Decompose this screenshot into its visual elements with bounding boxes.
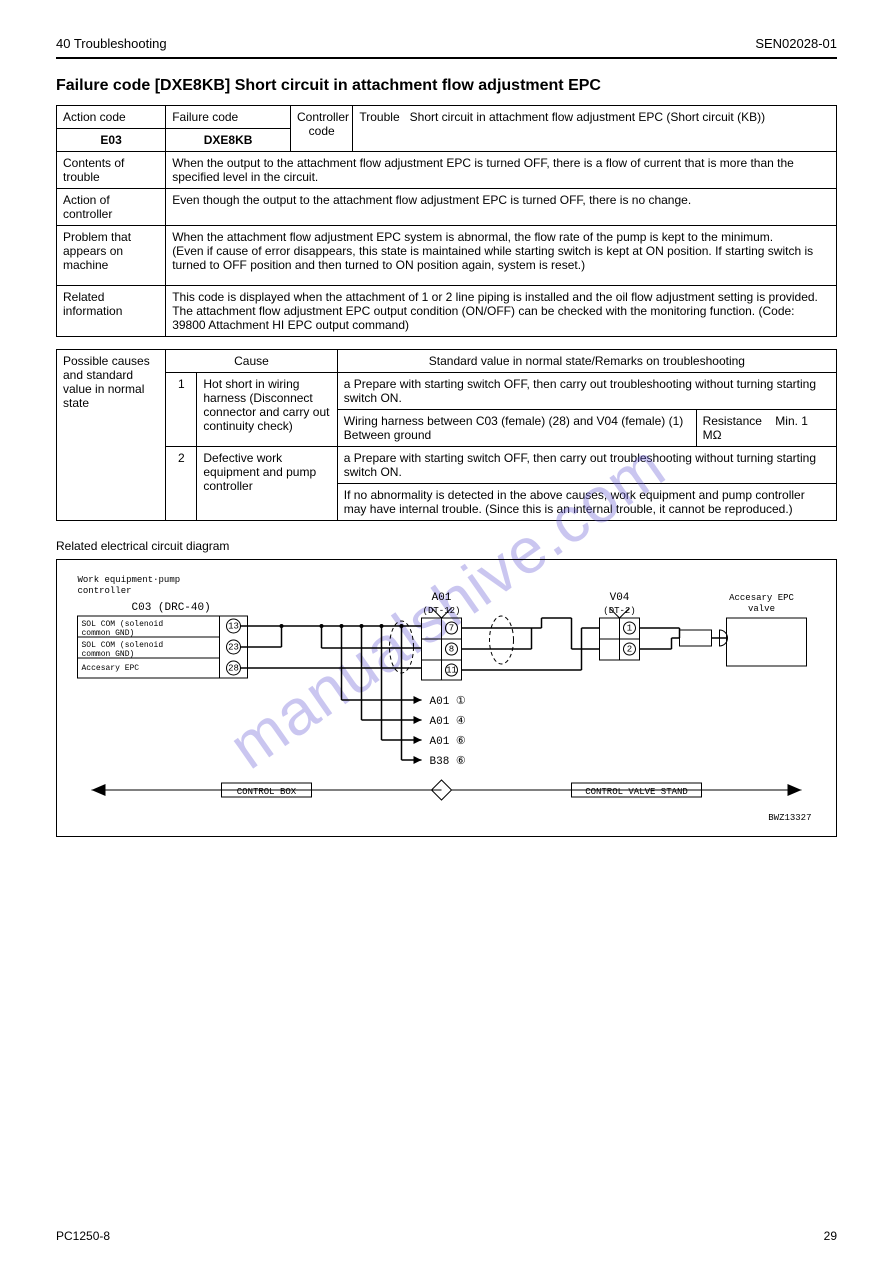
header-rule: [56, 57, 837, 59]
diagram-label: Related electrical circuit diagram: [56, 539, 837, 553]
cell-cause1-num: 1: [166, 373, 197, 447]
c03-label: C03 (DRC-40): [132, 602, 211, 614]
section-right: SEN02028-01: [755, 36, 837, 51]
cell-cause2-text: If no abnormality is detected in the abo…: [337, 484, 836, 521]
trouble-value: Short circuit in attachment flow adjustm…: [410, 110, 765, 124]
cell-cause-head: Cause: [166, 350, 338, 373]
cell-cause1-label: Hot short in wiring harness (Disconnect …: [197, 373, 337, 447]
sol2b: common GND): [82, 650, 135, 659]
acc-epc: Accesary EPC: [82, 664, 140, 673]
sol2a: SOL COM (solenoid: [82, 641, 164, 650]
cell-contents-label: Contents of trouble: [57, 152, 166, 189]
branch3: A01 ⑥: [430, 735, 466, 748]
footer: PC1250-8 29: [56, 1229, 837, 1243]
cell-value-head: Standard value in normal state/Remarks o…: [337, 350, 836, 373]
table-row: Action code Failure code Controller code…: [57, 106, 837, 129]
cell-action-label: Action of controller: [57, 189, 166, 226]
table-row: Contents of trouble When the output to t…: [57, 152, 837, 189]
p13: 13: [228, 621, 239, 631]
cell-action-code-label: Action code: [57, 106, 166, 129]
between-text-b: Between ground: [344, 428, 431, 442]
zone-right: CONTROL VALVE STAND: [585, 787, 688, 797]
table-row: Related information This code is display…: [57, 286, 837, 337]
resistance-label: Resistance: [703, 414, 762, 428]
sol1a: SOL COM (solenoid: [82, 620, 164, 629]
cell-cause1-prep: a Prepare with starting switch OFF, then…: [337, 373, 836, 410]
v04p1: 1: [627, 623, 632, 633]
cell-cause2-label: Defective work equipment and pump contro…: [197, 447, 337, 521]
ctrl-title2: controller: [78, 586, 132, 596]
a01p8: 8: [449, 644, 454, 654]
cell-action-code-value: E03: [57, 129, 166, 152]
valve-ttl2: valve: [748, 604, 775, 614]
table-row: 1 Hot short in wiring harness (Disconnec…: [57, 373, 837, 410]
v04-title: V04: [610, 592, 630, 604]
cell-failure-code-value: DXE8KB: [166, 129, 291, 152]
cell-contents-value: When the output to the attachment flow a…: [166, 152, 837, 189]
between-text-a: Wiring harness between C03 (female) (28)…: [344, 414, 683, 428]
table-row: Possible causes and standard value in no…: [57, 350, 837, 373]
a01p11: 11: [446, 665, 457, 675]
cell-failure-code-label: Failure code: [166, 106, 291, 129]
cell-related-value: This code is displayed when the attachme…: [166, 286, 837, 337]
cause-table: Possible causes and standard value in no…: [56, 349, 837, 521]
info-table: Action code Failure code Controller code…: [56, 105, 837, 337]
cell-cause1-std: Resistance Min. 1 MΩ: [696, 410, 836, 447]
trouble-label: Trouble: [359, 110, 399, 124]
cell-possible-causes-label: Possible causes and standard value in no…: [57, 350, 166, 521]
p23: 23: [228, 642, 239, 652]
table-row: Problem that appears on machine When the…: [57, 226, 837, 286]
circuit-diagram: Work equipment·pump controller C03 (DRC-…: [56, 559, 837, 837]
p28: 28: [228, 663, 239, 673]
a01-title: A01: [432, 592, 452, 604]
a01p7: 7: [449, 623, 454, 633]
cell-problem-label: Problem that appears on machine: [57, 226, 166, 286]
fig-id: BWZ13327: [768, 813, 811, 823]
section-left: 40 Troubleshooting: [56, 36, 167, 51]
footer-left: PC1250-8: [56, 1229, 110, 1243]
cell-action-value: Even though the output to the attachment…: [166, 189, 837, 226]
diagram-svg: Work equipment·pump controller C03 (DRC-…: [71, 570, 822, 830]
ctrl-title1: Work equipment·pump: [78, 575, 181, 585]
branch2: A01 ④: [430, 715, 466, 728]
v04p2: 2: [627, 644, 632, 654]
footer-right: 29: [824, 1229, 837, 1243]
table-row: Action of controller Even though the out…: [57, 189, 837, 226]
branch4: B38 ⑥: [430, 755, 466, 768]
branch1: A01 ①: [430, 695, 466, 708]
cell-problem-value: When the attachment flow adjustment EPC …: [166, 226, 837, 286]
page-title: Failure code [DXE8KB] Short circuit in a…: [56, 77, 837, 95]
top-section-bar: 40 Troubleshooting SEN02028-01: [56, 36, 837, 57]
valve-ttl1: Accesary EPC: [729, 593, 794, 603]
sol1b: common GND): [82, 629, 135, 638]
zone-left: CONTROL BOX: [237, 787, 297, 797]
cell-cause2-prep: a Prepare with starting switch OFF, then…: [337, 447, 836, 484]
cell-related-label: Related information: [57, 286, 166, 337]
table-row: 2 Defective work equipment and pump cont…: [57, 447, 837, 484]
a01-sub: (DT-12): [423, 606, 461, 616]
page: manualshive.com 40 Troubleshooting SEN02…: [0, 0, 893, 1263]
v04-sub: (DT-2): [603, 606, 635, 616]
cell-cause2-num: 2: [166, 447, 197, 521]
cell-controller-code-label: Controller code: [290, 106, 352, 152]
cell-trouble: Trouble Short circuit in attachment flow…: [353, 106, 837, 152]
cell-cause1-between: Wiring harness between C03 (female) (28)…: [337, 410, 696, 447]
